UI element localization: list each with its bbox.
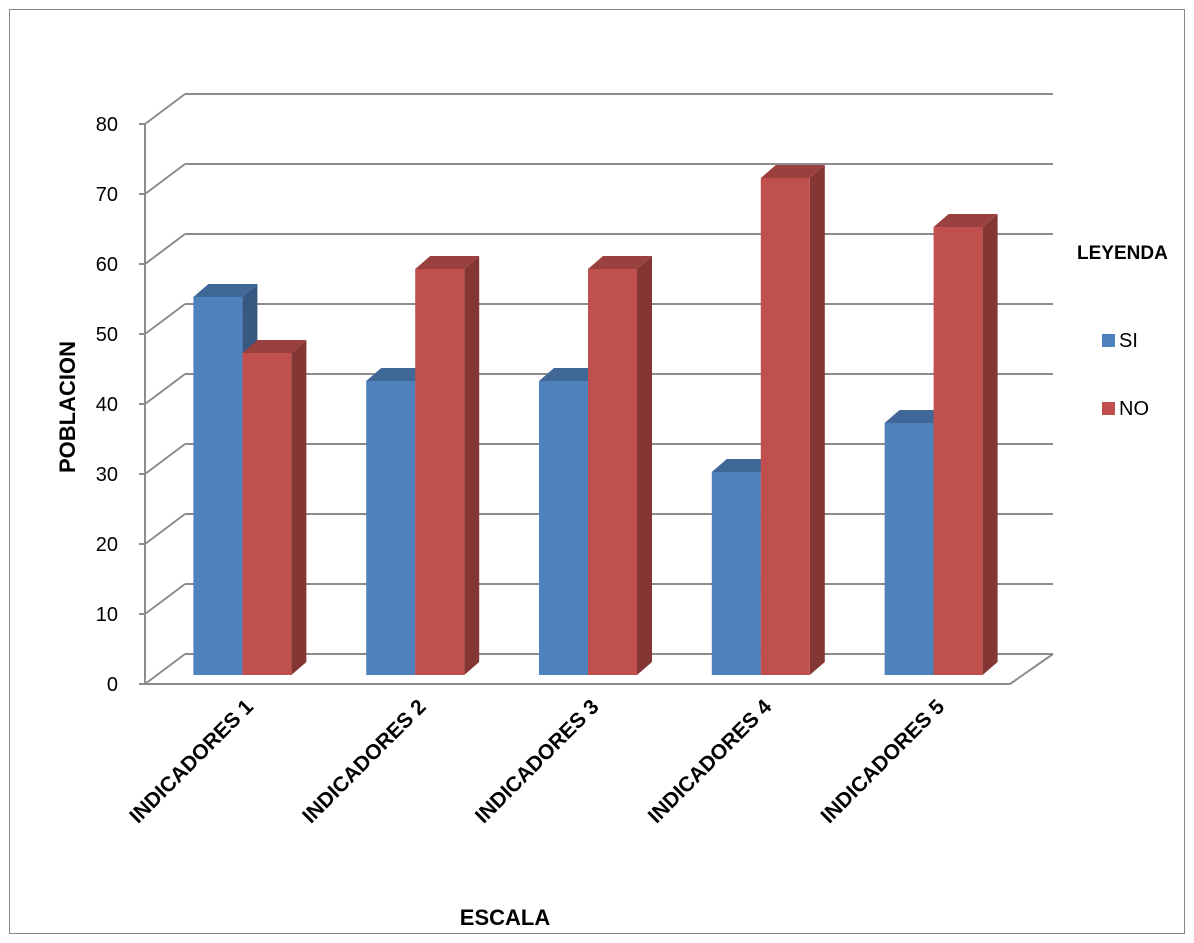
y-tick-label: 80 <box>96 114 118 136</box>
floor-right-edge <box>1009 653 1054 685</box>
bar-top-si <box>711 459 776 472</box>
x-tick-label: INDICADORES 2 <box>298 695 431 828</box>
bar-no <box>933 227 983 675</box>
bar-no <box>242 353 292 675</box>
bar-no <box>415 269 465 675</box>
bar-top-no <box>242 340 307 353</box>
legend-label-no: NO <box>1119 398 1149 420</box>
bar-top-si <box>193 284 258 297</box>
bar-top-no <box>415 256 480 269</box>
bar-si <box>366 381 416 675</box>
side-gridline <box>144 653 186 685</box>
x-tick-label: INDICADORES 3 <box>471 695 604 828</box>
legend-title: LEYENDA <box>1077 243 1168 264</box>
y-tick-label: 50 <box>96 324 118 346</box>
x-tick-label: INDICADORES 4 <box>644 695 777 828</box>
x-tick-labels: INDICADORES 1 INDICADORES 2 INDICADORES 3 I… <box>125 695 949 828</box>
y-tick-label: 60 <box>96 254 118 276</box>
bar-side-no <box>464 256 480 675</box>
y-tick-label: 10 <box>96 604 118 626</box>
x-tick-label: INDICADORES 5 <box>817 695 950 828</box>
x-axis-title: ESCALA <box>460 905 551 930</box>
bar-side-no <box>637 256 652 675</box>
bar-si <box>539 381 588 675</box>
side-gridline <box>144 93 186 125</box>
bar-si <box>884 423 934 675</box>
bar-top-no <box>588 256 652 269</box>
legend-label-si: SI <box>1119 330 1138 352</box>
bar-top-no <box>933 214 998 227</box>
bar-no <box>588 269 637 675</box>
y-tick-label: 40 <box>96 394 118 416</box>
side-gridline <box>144 163 186 195</box>
bar-si <box>193 297 243 675</box>
side-gridline <box>144 583 186 615</box>
bar-top-si <box>884 410 949 423</box>
legend-swatch-si <box>1102 334 1115 347</box>
bar-top-si <box>366 368 431 381</box>
legend-swatch-no <box>1102 402 1115 415</box>
bars <box>193 165 998 675</box>
bar-si <box>711 472 761 675</box>
y-axis-title: POBLACION <box>55 341 80 473</box>
y-tick-label: 0 <box>107 674 118 696</box>
side-gridline <box>144 443 186 475</box>
x-tick-label: INDICADORES 1 <box>125 695 258 828</box>
y-tick-label: 20 <box>96 534 118 556</box>
y-tick-label: 70 <box>96 184 118 206</box>
bar-top-si <box>539 368 603 381</box>
side-gridline <box>144 373 186 405</box>
bar-side-no <box>982 214 998 675</box>
y-tick-labels: 0 10 20 30 40 50 60 70 80 <box>96 114 118 696</box>
y-tick-label: 30 <box>96 464 118 486</box>
bar-top-no <box>760 165 825 178</box>
side-gridline <box>144 303 186 335</box>
bar-side-no <box>291 340 307 675</box>
side-gridline <box>144 513 186 545</box>
bar-no <box>760 178 810 675</box>
side-gridline <box>144 233 186 265</box>
bar-side-no <box>809 165 825 675</box>
legend: LEYENDA SI NO <box>1077 243 1168 420</box>
